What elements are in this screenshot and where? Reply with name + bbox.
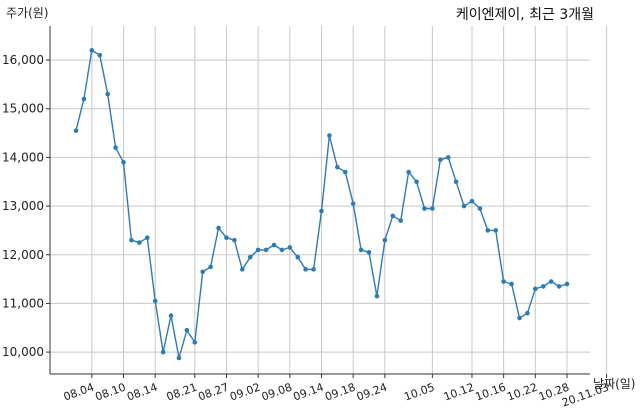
x-tick-label: 09.18 (323, 381, 357, 404)
data-point (398, 218, 403, 223)
data-point (152, 298, 158, 304)
data-point (247, 254, 253, 260)
data-point (184, 327, 190, 333)
data-point (525, 310, 530, 316)
data-point (144, 235, 150, 241)
data-point (390, 213, 396, 219)
data-point (493, 228, 499, 233)
x-tick-label: 08.10 (93, 381, 127, 404)
data-point (137, 240, 142, 245)
data-point (287, 245, 293, 250)
data-point (192, 340, 198, 345)
data-point (200, 269, 206, 275)
data-point (414, 179, 419, 185)
data-point (105, 91, 110, 97)
data-point (224, 235, 229, 241)
x-tick-label: 09.24 (355, 381, 389, 404)
x-tick-label: 09.14 (291, 381, 325, 404)
data-point (295, 254, 301, 260)
data-point (311, 267, 316, 272)
data-point (73, 128, 79, 133)
y-tick-label: 16,000 (2, 53, 44, 67)
data-point (129, 237, 134, 243)
data-point (509, 281, 514, 287)
data-point (121, 159, 126, 165)
data-point (477, 206, 483, 211)
data-point (501, 279, 506, 284)
x-tick-label: 10.05 (402, 381, 436, 404)
data-point (430, 206, 435, 211)
y-tick-label: 10,000 (2, 345, 44, 359)
data-point (255, 247, 261, 253)
data-point (279, 247, 285, 253)
data-point (437, 157, 443, 163)
x-tick-label: 10.12 (442, 381, 476, 404)
x-tick-label: 09.08 (260, 381, 294, 404)
data-point (461, 203, 467, 209)
data-point (81, 96, 87, 102)
y-tick-label: 15,000 (2, 102, 44, 116)
data-point (263, 247, 269, 253)
y-axis-label: 주가(원) (6, 6, 49, 20)
data-point (335, 164, 340, 170)
chart-title: 케이엔제이, 최근 3개월 (455, 7, 594, 23)
y-tick-label: 13,000 (2, 199, 44, 213)
data-point (319, 208, 324, 214)
data-point (89, 48, 95, 53)
data-point (540, 284, 546, 289)
data-point (160, 349, 166, 355)
data-point (271, 242, 277, 248)
data-point (168, 313, 174, 318)
y-tick-label: 11,000 (2, 296, 44, 310)
data-point (469, 198, 475, 204)
data-point (548, 279, 554, 284)
x-tick-label: 08.27 (196, 381, 230, 404)
x-axis-label: 날짜(일) (593, 377, 636, 391)
data-point (176, 355, 182, 361)
data-point (556, 284, 562, 289)
data-point (453, 179, 459, 185)
data-point (208, 264, 213, 270)
data-point (485, 228, 491, 233)
x-tick-label: 10.22 (505, 381, 539, 404)
data-point (342, 169, 348, 175)
data-point (382, 237, 388, 243)
x-tick-label: 09.02 (228, 381, 262, 404)
y-tick-label: 14,000 (2, 150, 44, 164)
data-point (97, 52, 103, 58)
data-point (374, 293, 380, 299)
data-point (445, 155, 451, 160)
data-point (232, 237, 237, 243)
x-tick-label: 08.21 (165, 381, 199, 404)
y-tick-label: 12,000 (2, 248, 44, 262)
data-point (422, 206, 427, 211)
data-point (350, 201, 356, 206)
data-point (406, 169, 411, 175)
data-point (113, 145, 118, 150)
data-point (240, 267, 245, 272)
x-tick-label: 08.14 (125, 381, 159, 404)
x-tick-label: 08.04 (62, 381, 96, 404)
x-tick-label: 10.16 (474, 381, 508, 404)
data-point (216, 225, 221, 231)
data-point (303, 267, 308, 272)
data-point (533, 286, 538, 292)
data-point (564, 281, 570, 287)
data-point (366, 250, 372, 255)
data-point (517, 315, 522, 321)
data-point (358, 247, 364, 253)
data-point (327, 133, 332, 138)
